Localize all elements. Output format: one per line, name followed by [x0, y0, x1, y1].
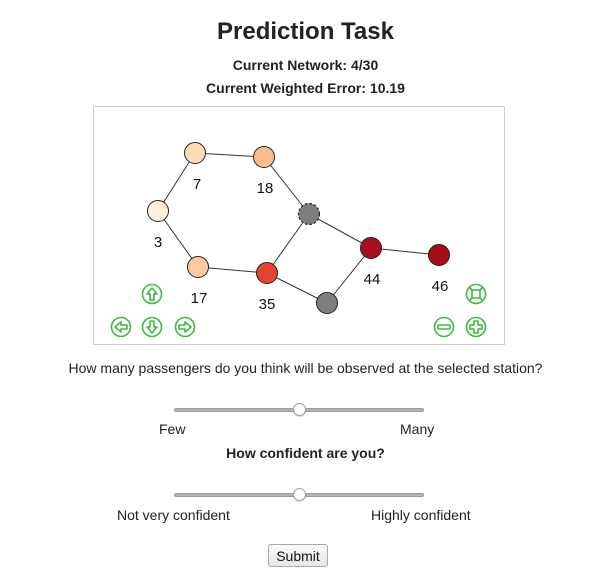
confidence-slider-thumb[interactable] — [293, 488, 306, 501]
station-node-44[interactable] — [361, 238, 382, 259]
arrow-up-icon[interactable] — [143, 285, 162, 304]
node-label-18: 18 — [257, 180, 274, 197]
passenger-slider-thumb[interactable] — [293, 403, 306, 416]
zoom-in-icon[interactable] — [467, 318, 486, 337]
node-label-7: 7 — [193, 176, 201, 193]
confidence-slider[interactable] — [174, 487, 424, 503]
node-label-17: 17 — [191, 290, 208, 307]
station-node-35[interactable] — [257, 263, 278, 284]
station-node-18[interactable] — [254, 147, 275, 168]
station-node-3[interactable] — [148, 201, 169, 222]
arrow-down-icon[interactable] — [143, 318, 162, 337]
submit-button[interactable]: Submit — [268, 544, 328, 567]
node-label-44: 44 — [364, 271, 381, 288]
confidence-min-label: Not very confident — [117, 507, 230, 523]
unobserved-station-node[interactable] — [317, 293, 338, 314]
passenger-slider[interactable] — [174, 402, 424, 418]
weighted-error-label: Current Weighted Error: 10.19 — [0, 80, 611, 96]
arrow-left-icon[interactable] — [112, 318, 131, 337]
arrow-right-icon[interactable] — [176, 318, 195, 337]
station-node-17[interactable] — [188, 257, 209, 278]
slider-min-label: Few — [159, 421, 185, 437]
confidence-question: How confident are you? — [0, 445, 611, 461]
station-node-46[interactable] — [429, 245, 450, 266]
station-node-7[interactable] — [185, 143, 206, 164]
node-label-46: 46 — [432, 278, 449, 295]
network-graph[interactable]: 7 18 3 17 35 44 46 — [94, 107, 504, 344]
node-label-3: 3 — [154, 234, 162, 251]
page-title: Prediction Task — [0, 18, 611, 46]
slider-max-label: Many — [400, 421, 434, 437]
zoom-out-icon[interactable] — [435, 318, 454, 337]
network-canvas[interactable]: 7 18 3 17 35 44 46 — [93, 106, 505, 345]
passenger-question: How many passengers do you think will be… — [0, 360, 611, 376]
current-network-label: Current Network: 4/30 — [0, 57, 611, 73]
selected-station-node[interactable] — [299, 204, 320, 225]
node-label-35: 35 — [259, 296, 276, 313]
confidence-max-label: Highly confident — [371, 507, 471, 523]
fit-to-screen-icon[interactable] — [467, 285, 486, 304]
